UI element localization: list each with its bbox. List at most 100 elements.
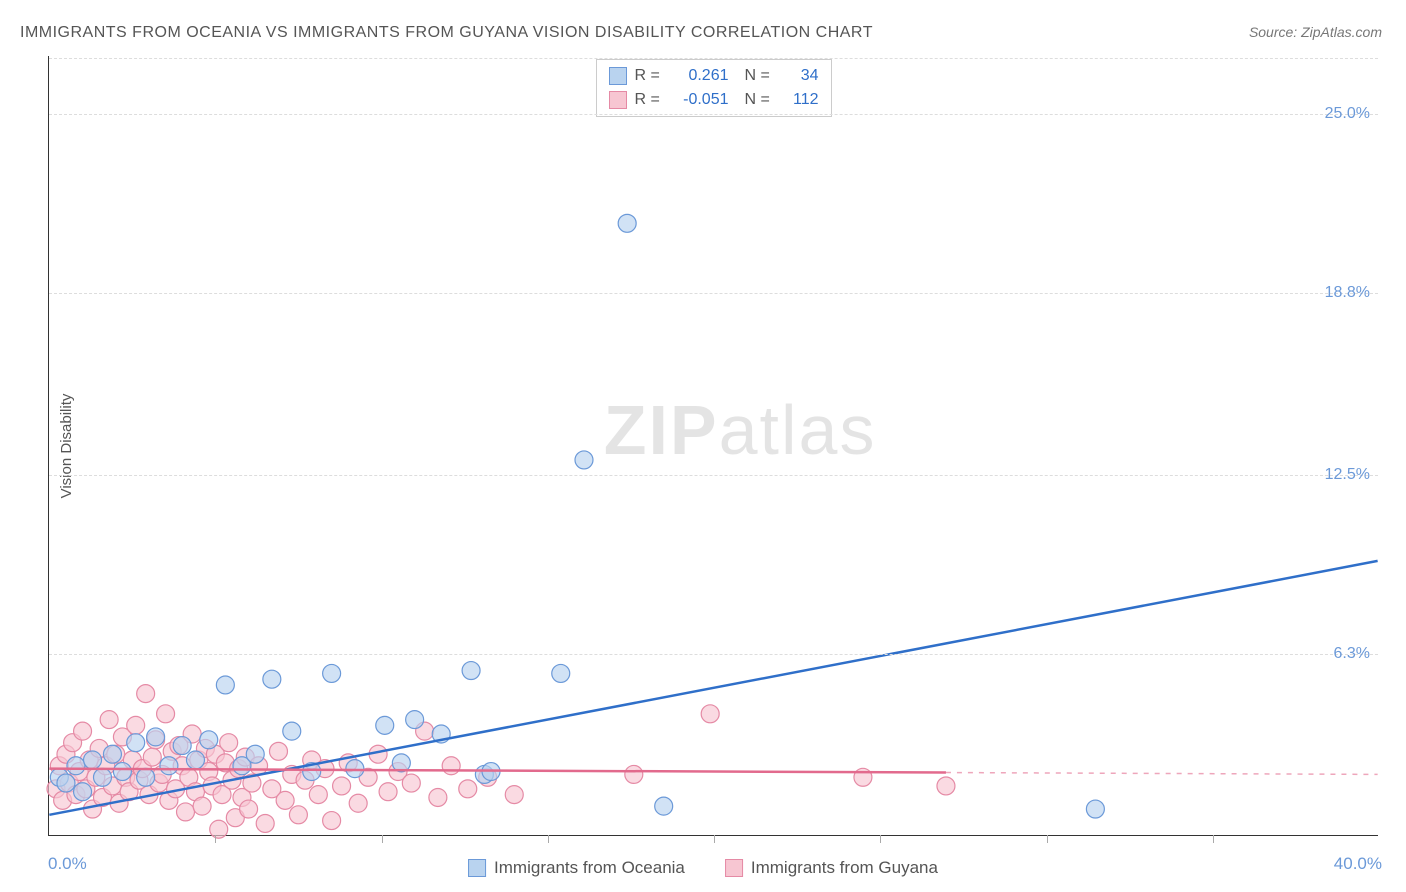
- data-point: [100, 711, 118, 729]
- series-legend-item: Immigrants from Oceania: [468, 858, 685, 878]
- legend-r-value: 0.261: [673, 67, 729, 85]
- data-point: [74, 783, 92, 801]
- data-point: [160, 757, 178, 775]
- data-point: [256, 814, 274, 832]
- data-point: [143, 748, 161, 766]
- data-point: [269, 742, 287, 760]
- data-point: [462, 662, 480, 680]
- data-point: [127, 716, 145, 734]
- data-point: [1086, 800, 1104, 818]
- source-attribution: Source: ZipAtlas.com: [1249, 24, 1382, 40]
- data-point: [216, 676, 234, 694]
- x-origin-label: 0.0%: [48, 854, 87, 874]
- data-point: [177, 803, 195, 821]
- data-point: [406, 711, 424, 729]
- data-point: [552, 664, 570, 682]
- data-point: [173, 737, 191, 755]
- legend-swatch: [468, 859, 486, 877]
- correlation-legend-row: R = 0.261 N = 34: [609, 64, 819, 88]
- data-point: [346, 760, 364, 778]
- y-tick-label: 25.0%: [1325, 105, 1370, 123]
- data-point: [376, 716, 394, 734]
- gridline: [49, 475, 1378, 476]
- gridline: [49, 654, 1378, 655]
- legend-swatch: [609, 67, 627, 85]
- legend-r-label: R =: [635, 91, 665, 109]
- x-tick: [1047, 835, 1048, 843]
- data-point: [625, 765, 643, 783]
- chart-title: IMMIGRANTS FROM OCEANIA VS IMMIGRANTS FR…: [20, 24, 873, 42]
- data-point: [200, 731, 218, 749]
- data-point: [240, 800, 258, 818]
- series-legend-label: Immigrants from Guyana: [751, 858, 938, 878]
- plot-area: ZIPatlas R =0.261N =34R =-0.051N =112 6.…: [48, 56, 1378, 836]
- data-point: [283, 722, 301, 740]
- x-tick: [548, 835, 549, 843]
- data-point: [937, 777, 955, 795]
- data-point: [505, 786, 523, 804]
- scatter-svg: [49, 56, 1378, 835]
- data-point: [333, 777, 351, 795]
- series-legend: Immigrants from Oceania Immigrants from G…: [468, 858, 938, 878]
- legend-r-label: R =: [635, 67, 665, 85]
- gridline: [49, 114, 1378, 115]
- data-point: [186, 751, 204, 769]
- x-tick: [880, 835, 881, 843]
- data-point: [220, 734, 238, 752]
- data-point: [84, 751, 102, 769]
- legend-n-label: N =: [745, 91, 775, 109]
- data-point: [137, 768, 155, 786]
- series-legend-item: Immigrants from Guyana: [725, 858, 938, 878]
- y-tick-label: 6.3%: [1334, 645, 1370, 663]
- correlation-legend: R = 0.261 N = 34 R = -0.051 N = 112: [596, 59, 832, 117]
- data-point: [402, 774, 420, 792]
- regression-line-extrapolated: [946, 773, 1378, 775]
- data-point: [442, 757, 460, 775]
- x-tick: [215, 835, 216, 843]
- gridline: [49, 58, 1378, 59]
- data-point: [575, 451, 593, 469]
- data-point: [429, 789, 447, 807]
- x-tick: [714, 835, 715, 843]
- data-point: [67, 757, 85, 775]
- data-point: [379, 783, 397, 801]
- data-point: [193, 797, 211, 815]
- data-point: [276, 791, 294, 809]
- data-point: [349, 794, 367, 812]
- data-point: [323, 812, 341, 830]
- data-point: [103, 745, 121, 763]
- x-max-label: 40.0%: [1334, 854, 1382, 874]
- data-point: [137, 685, 155, 703]
- legend-swatch: [725, 859, 743, 877]
- legend-swatch: [609, 91, 627, 109]
- correlation-legend-row: R = -0.051 N = 112: [609, 88, 819, 112]
- legend-n-value: 34: [783, 67, 819, 85]
- legend-n-value: 112: [783, 91, 819, 109]
- data-point: [289, 806, 307, 824]
- data-point: [93, 768, 111, 786]
- legend-n-label: N =: [745, 67, 775, 85]
- data-point: [74, 722, 92, 740]
- series-legend-label: Immigrants from Oceania: [494, 858, 685, 878]
- data-point: [113, 763, 131, 781]
- data-point: [210, 820, 228, 838]
- data-point: [323, 664, 341, 682]
- data-point: [263, 670, 281, 688]
- data-point: [309, 786, 327, 804]
- data-point: [655, 797, 673, 815]
- x-tick: [1213, 835, 1214, 843]
- x-tick: [382, 835, 383, 843]
- y-tick-label: 12.5%: [1325, 466, 1370, 484]
- data-point: [618, 214, 636, 232]
- y-tick-label: 18.8%: [1325, 284, 1370, 302]
- legend-r-value: -0.051: [673, 91, 729, 109]
- data-point: [127, 734, 145, 752]
- data-point: [459, 780, 477, 798]
- regression-line: [49, 561, 1377, 815]
- data-point: [147, 728, 165, 746]
- data-point: [57, 774, 75, 792]
- data-point: [246, 745, 264, 763]
- gridline: [49, 293, 1378, 294]
- data-point: [701, 705, 719, 723]
- data-point: [157, 705, 175, 723]
